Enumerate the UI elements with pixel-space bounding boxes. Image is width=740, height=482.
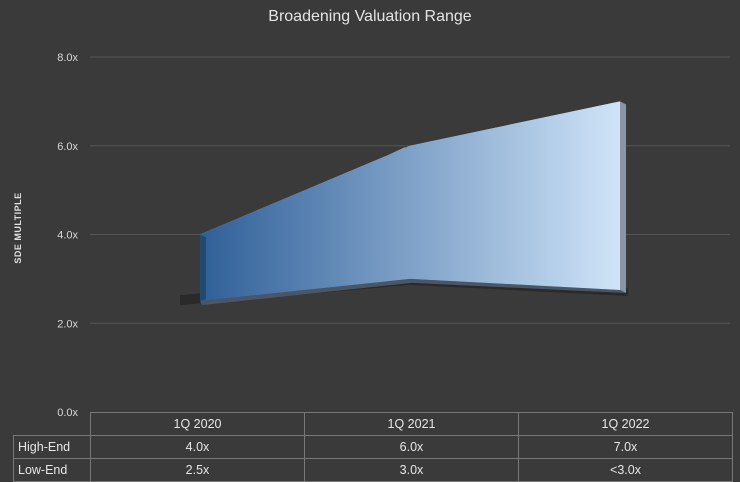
table-row-low-end: Low-End 2.5x 3.0x <3.0x xyxy=(13,458,733,482)
band-bottom-face xyxy=(200,278,626,306)
table-corner-cell xyxy=(13,412,91,436)
data-label-low-end: 2.5x xyxy=(90,458,305,482)
chart-title: Broadening Valuation Range xyxy=(268,8,472,25)
data-label-high-end: 4.0x xyxy=(90,435,305,459)
data-label-high-end: 6.0x xyxy=(304,435,519,459)
y-tick-label: 4.0x xyxy=(57,230,78,242)
range-band xyxy=(200,101,620,302)
y-tick-label: 2.0x xyxy=(57,318,78,330)
data-table: 1Q 2020 1Q 2021 1Q 2022 High-End 4.0x 6.… xyxy=(13,412,733,482)
category-header: 1Q 2020 xyxy=(90,412,305,436)
category-header: 1Q 2022 xyxy=(518,412,733,436)
band-left-face xyxy=(200,234,206,302)
y-axis-label: SDE MULTIPLE xyxy=(13,192,23,264)
band-right-face xyxy=(620,101,626,293)
table-header-row: 1Q 2020 1Q 2021 1Q 2022 xyxy=(13,412,733,436)
data-label-low-end: <3.0x xyxy=(518,458,733,482)
category-header: 1Q 2021 xyxy=(304,412,519,436)
data-label-low-end: 3.0x xyxy=(304,458,519,482)
table-row-high-end: High-End 4.0x 6.0x 7.0x xyxy=(13,435,733,459)
y-tick-label: 8.0x xyxy=(57,52,78,64)
data-label-high-end: 7.0x xyxy=(518,435,733,459)
series-name-high-end: High-End xyxy=(13,435,91,459)
series-name-low-end: Low-End xyxy=(13,458,91,482)
y-tick-label: 6.0x xyxy=(57,141,78,153)
